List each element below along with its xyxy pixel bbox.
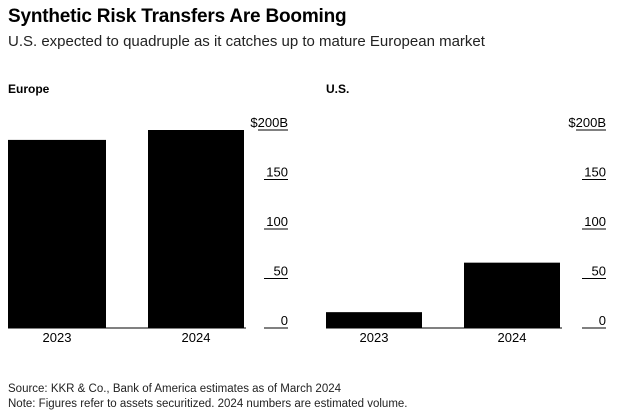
x-tick-label: 2023: [43, 330, 72, 345]
x-tick-label: 2023: [360, 330, 389, 345]
bar-u-s-2024: [464, 262, 560, 328]
y-tick-label: 0: [281, 313, 288, 328]
x-tick-label: 2024: [182, 330, 211, 345]
y-tick-label: 50: [274, 264, 288, 279]
y-tick-label: $200B: [568, 115, 606, 130]
y-tick-label: 50: [592, 264, 606, 279]
chart-title: Synthetic Risk Transfers Are Booming: [8, 6, 347, 27]
x-tick-label: 2024: [498, 330, 527, 345]
panel-title: U.S.: [326, 82, 349, 96]
y-tick-label: 150: [584, 165, 606, 180]
bar-u-s-2023: [326, 312, 422, 328]
bar-europe-2024: [148, 130, 244, 328]
panel-us: U.S. 0 50 100 150 $200B 2023 2024: [326, 82, 606, 345]
chart-footer: Source: KKR & Co., Bank of America estim…: [8, 382, 408, 412]
footnote: Note: Figures refer to assets securitize…: [8, 398, 408, 410]
source-note: Source: KKR & Co., Bank of America estim…: [8, 383, 342, 395]
y-tick-label: 100: [584, 214, 606, 229]
panel-europe: Europe 0 50 100 150 $200B 2023 2024: [8, 82, 288, 345]
chart-subtitle: U.S. expected to quadruple as it catches…: [8, 33, 485, 50]
y-tick-label: $200B: [250, 115, 288, 130]
chart-area: Europe 0 50 100 150 $200B 2023 2024 U.S. 0 50 100 1…: [8, 82, 606, 345]
panel-title: Europe: [8, 82, 50, 96]
y-tick-label: 0: [599, 313, 606, 328]
bar-europe-2023: [8, 139, 106, 328]
y-tick-label: 150: [266, 165, 288, 180]
y-tick-label: 100: [266, 214, 288, 229]
